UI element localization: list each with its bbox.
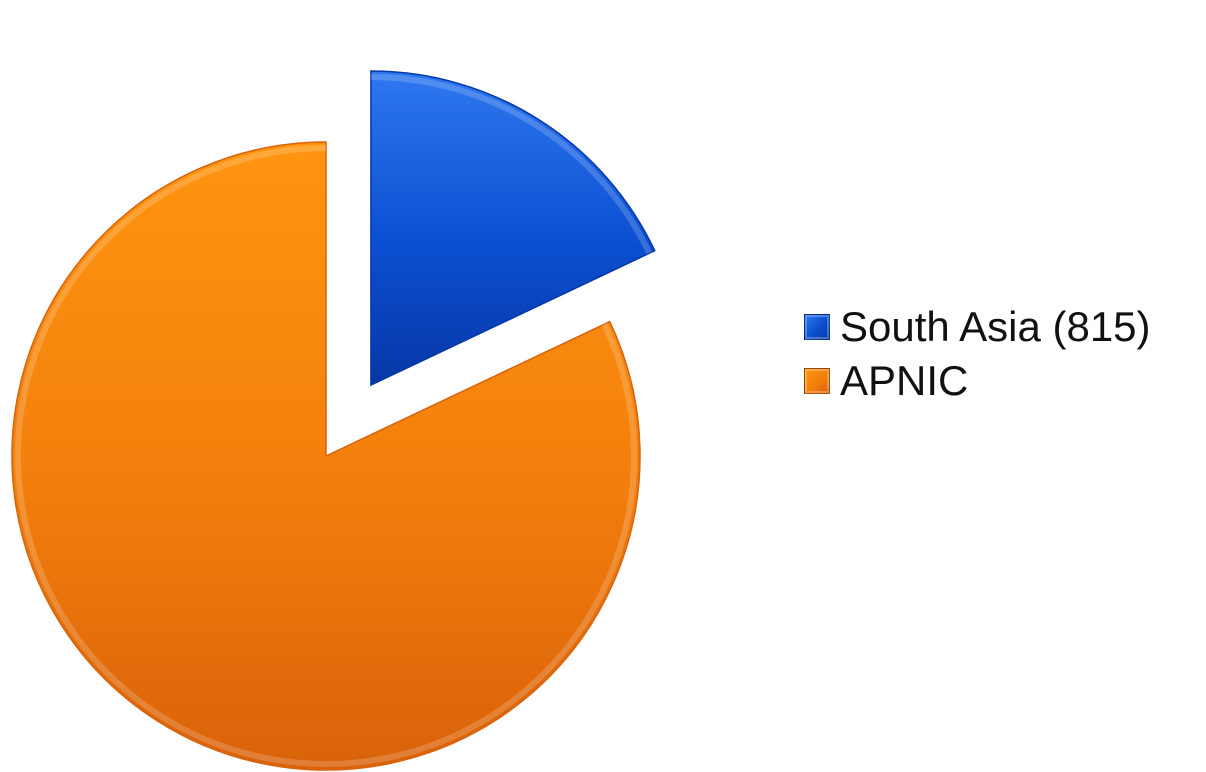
legend: South Asia (815) APNIC bbox=[804, 300, 1151, 408]
legend-item-south-asia: South Asia (815) bbox=[804, 300, 1151, 354]
pie-slices bbox=[12, 71, 655, 770]
legend-swatch-apnic bbox=[804, 368, 830, 394]
legend-item-apnic: APNIC bbox=[804, 354, 1151, 408]
legend-label-south-asia: South Asia (815) bbox=[840, 303, 1151, 351]
legend-swatch-south-asia bbox=[804, 314, 830, 340]
legend-label-apnic: APNIC bbox=[840, 357, 968, 405]
